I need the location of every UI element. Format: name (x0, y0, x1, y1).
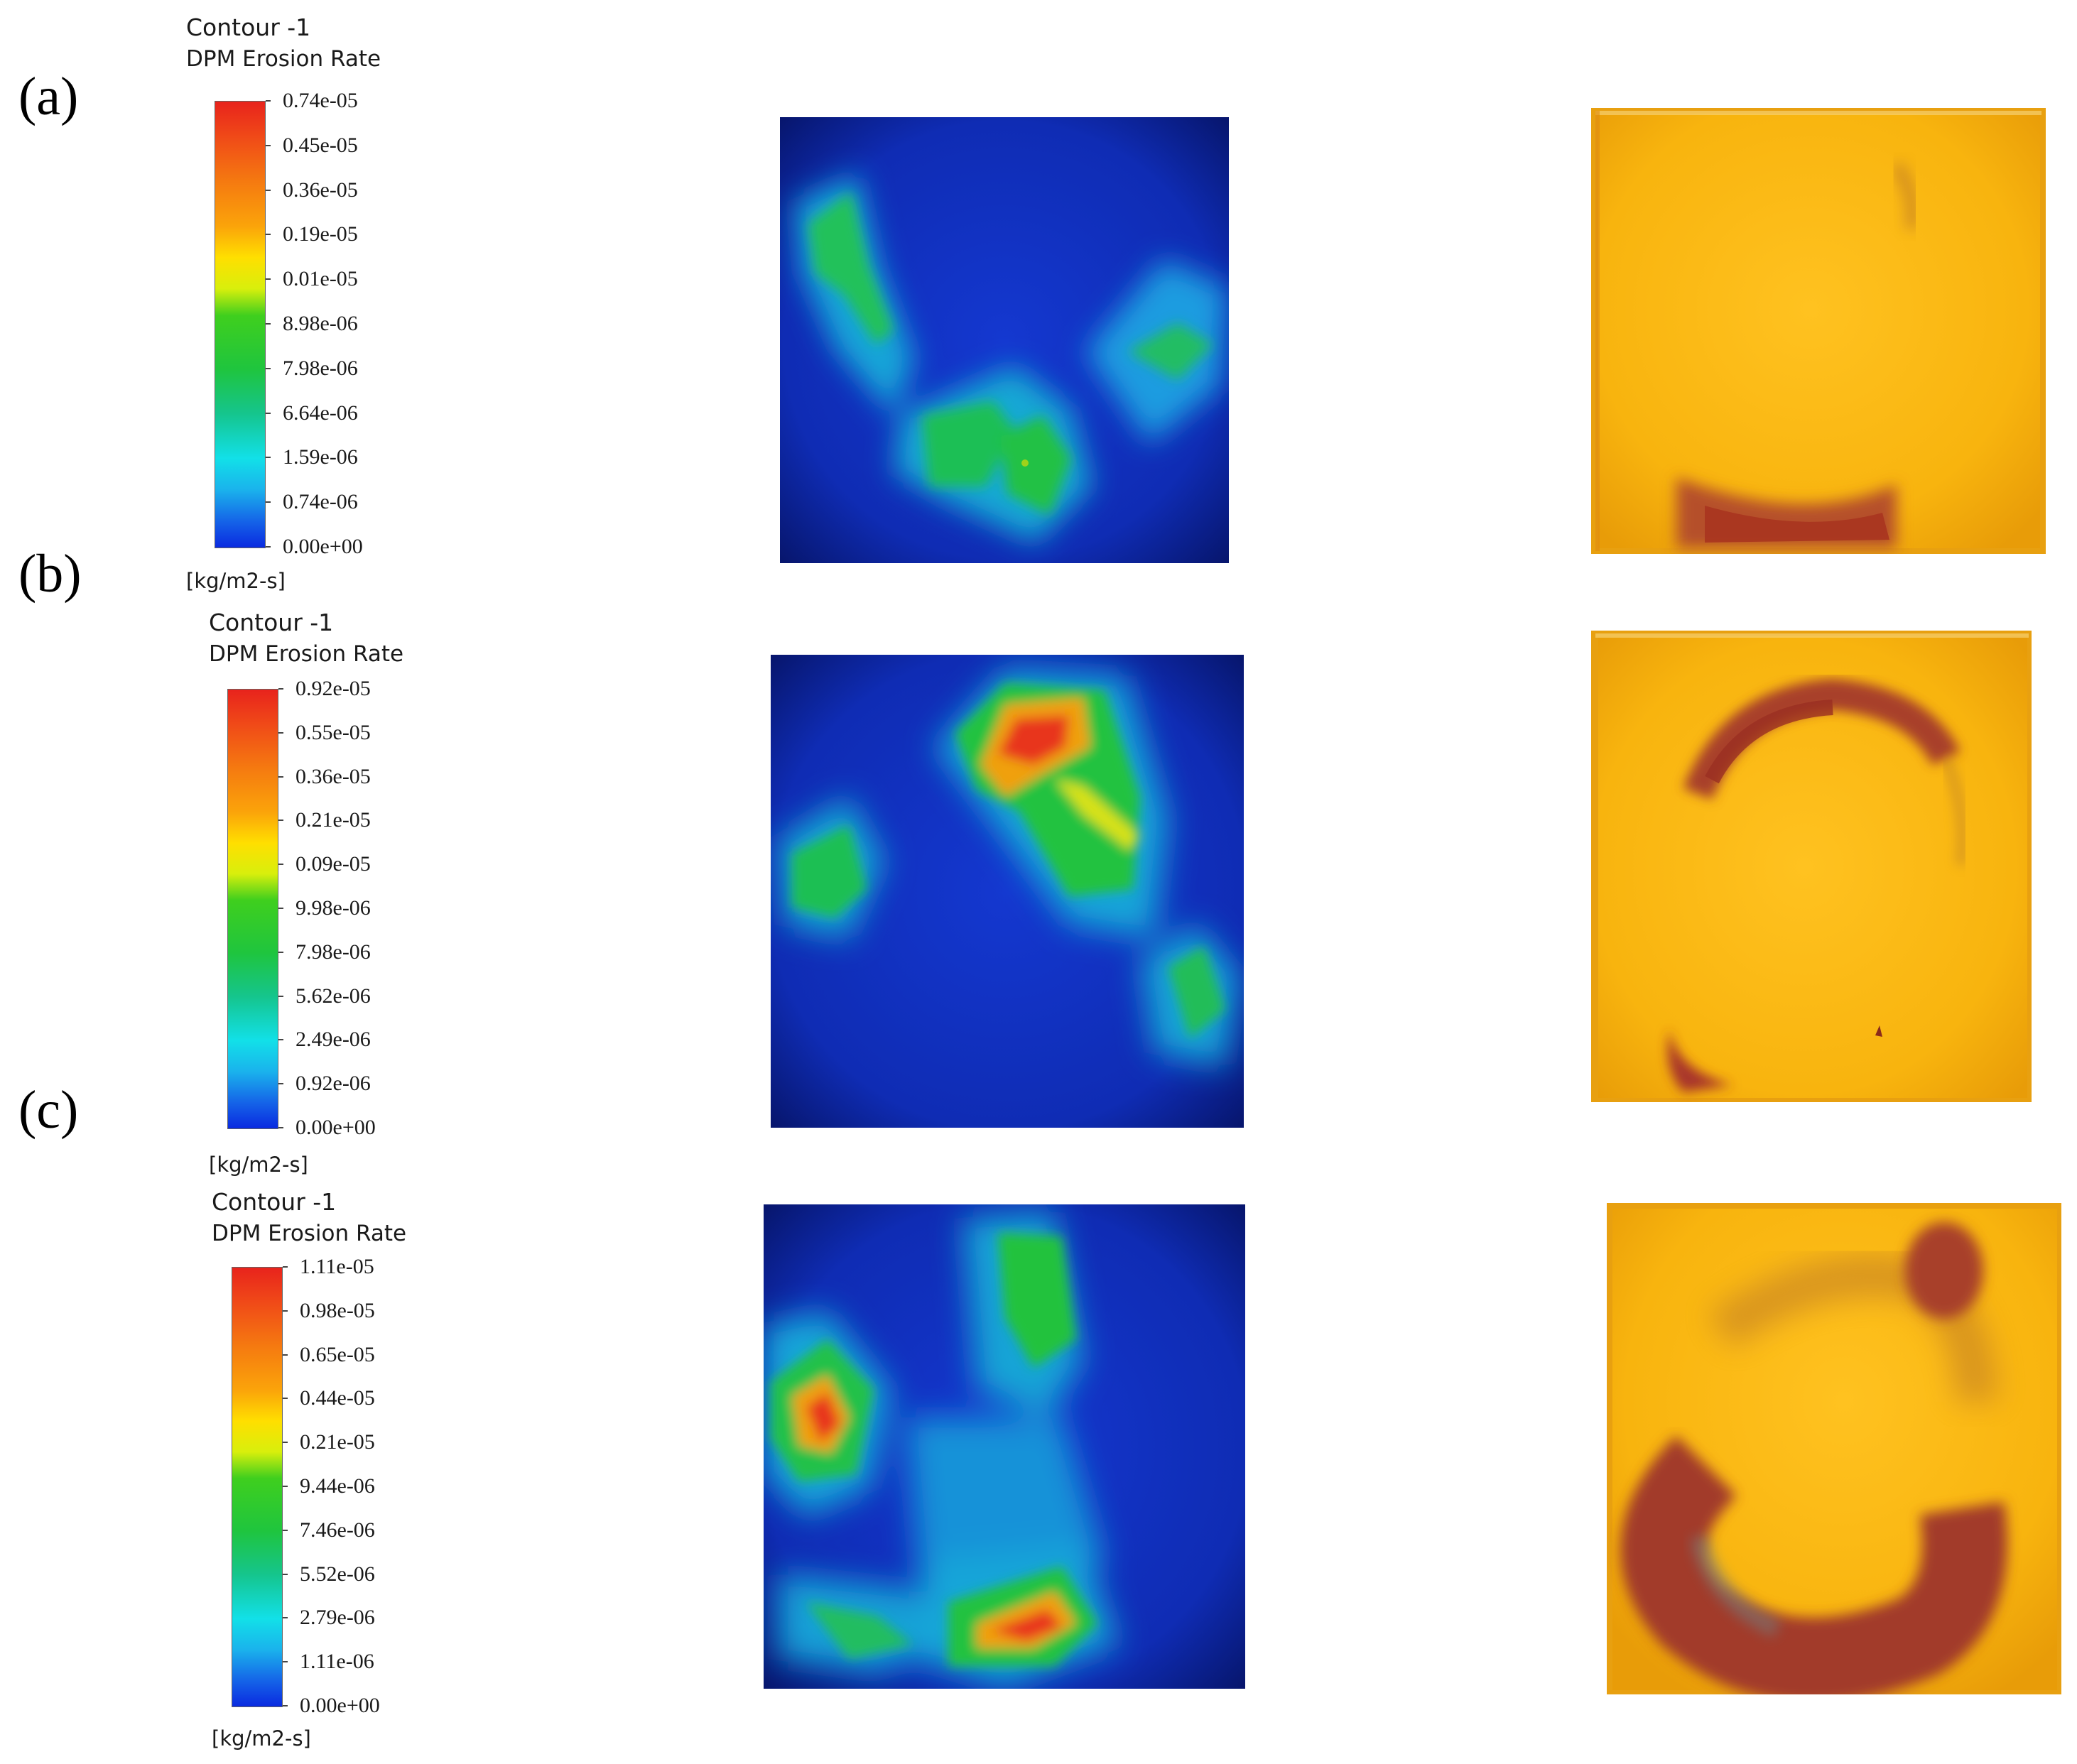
tick-label: 0.74e-05 (283, 89, 358, 112)
erosion-contour-a (780, 117, 1229, 563)
legend-units: [kg/m2-s] (209, 1153, 308, 1177)
tick-label: 1.11e-06 (300, 1650, 374, 1674)
tick-label: 0.09e-05 (295, 852, 371, 876)
eroded-specimen-photo-b (1591, 631, 2046, 1102)
tick-label: 0.36e-05 (283, 178, 358, 202)
tick-label: 7.46e-06 (300, 1518, 375, 1542)
tick-label: 0.00e+00 (283, 535, 363, 558)
tick-label: 0.00e+00 (295, 1116, 376, 1139)
tick-label: 0.45e-05 (283, 133, 358, 157)
tick-label: 9.44e-06 (300, 1474, 375, 1498)
tick-label: 0.19e-05 (283, 222, 358, 246)
tick-label: 7.98e-06 (283, 356, 358, 380)
legend-title: Contour -1 (186, 13, 311, 41)
panel-label-b: (b) (18, 544, 82, 604)
tick-label: 7.98e-06 (295, 940, 371, 964)
tick-label: 0.92e-06 (295, 1072, 371, 1096)
legend-units: [kg/m2-s] (186, 569, 286, 593)
legend-title: Contour -1 (209, 609, 334, 636)
colorbar (227, 689, 278, 1129)
tick-label: 0.21e-05 (295, 808, 371, 832)
legend-b: Contour -1 DPM Erosion Rate 0.92e-05 0.5… (209, 608, 465, 1190)
colorbar (232, 1267, 283, 1707)
erosion-contour-c (764, 1204, 1245, 1689)
tick-list: 0.92e-05 0.55e-05 0.36e-05 0.21e-05 0.09… (278, 677, 449, 1139)
tick-label: 6.64e-06 (283, 401, 358, 425)
colorbar (215, 101, 266, 548)
erosion-contour-b (771, 655, 1244, 1128)
panel-label-a: (a) (18, 67, 79, 126)
tick-label: 9.98e-06 (295, 896, 371, 920)
legend-subtitle: DPM Erosion Rate (209, 641, 404, 667)
tick-label: 8.98e-06 (283, 312, 358, 335)
legend-subtitle: DPM Erosion Rate (186, 46, 381, 72)
tick-label: 0.98e-05 (300, 1298, 375, 1322)
tick-label: 2.79e-06 (300, 1606, 375, 1630)
legend-a: Contour -1 DPM Erosion Rate 0.74e-05 0.4… (186, 13, 442, 602)
eroded-specimen-photo-a (1591, 108, 2046, 554)
tick-label: 0.21e-05 (300, 1430, 375, 1454)
tick-label: 0.01e-05 (283, 267, 358, 291)
tick-label: 0.65e-05 (300, 1342, 375, 1366)
tick-label: 0.44e-05 (300, 1386, 375, 1410)
tick-label: 0.92e-05 (295, 677, 371, 700)
tick-label: 5.62e-06 (295, 984, 371, 1008)
legend-c: Contour -1 DPM Erosion Rate 1.11e-05 0.9… (212, 1187, 467, 1755)
tick-label: 1.11e-05 (300, 1255, 374, 1278)
tick-label: 0.00e+00 (300, 1694, 380, 1717)
legend-subtitle: DPM Erosion Rate (212, 1221, 407, 1246)
eroded-specimen-photo-c (1607, 1203, 2061, 1694)
panel-label-c: (c) (18, 1080, 79, 1140)
tick-list: 0.74e-05 0.45e-05 0.36e-05 0.19e-05 0.01… (266, 89, 436, 558)
tick-label: 0.55e-05 (295, 720, 371, 744)
tick-label: 0.74e-06 (283, 490, 358, 514)
tick-label: 5.52e-06 (300, 1562, 375, 1586)
tick-label: 0.36e-05 (295, 764, 371, 788)
tick-list: 1.11e-05 0.98e-05 0.65e-05 0.44e-05 0.21… (283, 1255, 453, 1717)
tick-label: 1.59e-06 (283, 445, 358, 469)
legend-units: [kg/m2-s] (212, 1726, 311, 1751)
tick-label: 2.49e-06 (295, 1028, 371, 1052)
legend-title: Contour -1 (212, 1188, 337, 1216)
